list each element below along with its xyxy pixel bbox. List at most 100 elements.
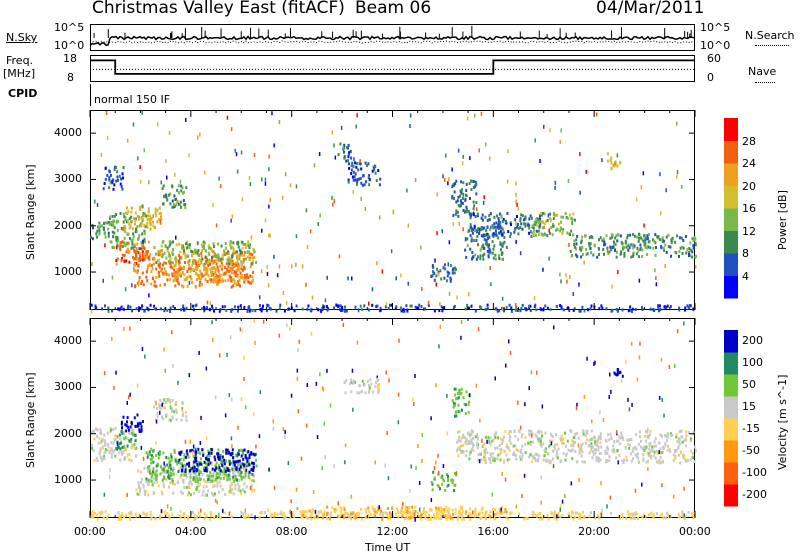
heat-cell	[202, 489, 205, 493]
heat-cell	[371, 303, 374, 307]
heat-cell	[632, 254, 634, 258]
scatter-cell	[436, 231, 438, 236]
heat-cell	[354, 172, 357, 176]
heat-cell	[386, 517, 389, 521]
heat-cell	[477, 243, 479, 247]
heat-cell	[123, 226, 126, 229]
heat-cell	[656, 235, 659, 239]
heat-cell	[500, 243, 503, 247]
heat-cell	[145, 490, 148, 494]
nave-legend-line	[755, 82, 775, 83]
heat-cell	[215, 472, 218, 476]
heat-cell	[104, 510, 107, 514]
heat-cell	[640, 236, 643, 240]
heat-cell	[481, 507, 483, 511]
heat-cell	[368, 510, 371, 514]
heat-cell	[167, 259, 170, 263]
heat-cell	[207, 463, 210, 467]
heat-cell	[487, 254, 490, 258]
heat-cell	[567, 306, 569, 310]
heat-cell	[188, 243, 191, 247]
heat-cell	[476, 433, 479, 437]
heat-cell	[122, 220, 125, 224]
heat-cell	[118, 433, 121, 437]
heat-cell	[470, 429, 473, 433]
scatter-cell	[309, 229, 312, 234]
scatter-cell	[258, 434, 261, 439]
scatter-cell	[683, 513, 685, 518]
heat-cell	[249, 265, 252, 269]
heat-cell	[233, 477, 236, 481]
cpid-marker	[90, 84, 91, 106]
heat-cell	[187, 515, 189, 519]
scatter-cell	[111, 275, 114, 280]
heat-cell	[215, 274, 218, 278]
heat-cell	[468, 229, 471, 232]
heat-cell	[597, 436, 600, 440]
heat-cell	[465, 205, 468, 209]
heat-cell	[403, 517, 406, 521]
heat-cell	[374, 508, 376, 511]
heat-cell	[205, 469, 208, 473]
heat-cell	[360, 176, 362, 180]
heat-cell	[194, 450, 197, 454]
heat-cell	[131, 227, 134, 231]
heat-cell	[379, 177, 382, 181]
heat-cell	[432, 516, 435, 520]
heat-cell	[570, 429, 573, 433]
heat-cell	[181, 406, 184, 410]
heat-cell	[99, 428, 102, 432]
heat-cell	[454, 182, 457, 185]
heat-cell	[171, 261, 174, 265]
heat-cell	[279, 303, 282, 307]
heat-cell	[149, 472, 152, 476]
heat-cell	[631, 449, 634, 453]
heat-cell	[116, 228, 119, 232]
heat-cell	[218, 475, 221, 479]
heat-cell	[149, 303, 152, 307]
heat-cell	[177, 461, 180, 464]
heat-cell	[498, 508, 501, 512]
scatter-cell	[321, 386, 324, 391]
heat-cell	[137, 480, 140, 484]
heat-cell	[179, 265, 182, 269]
heat-cell	[147, 470, 150, 473]
heat-cell	[692, 430, 695, 434]
heat-cell	[445, 279, 448, 283]
heat-cell	[639, 246, 642, 250]
heat-cell	[616, 309, 619, 313]
heat-cell	[488, 214, 491, 217]
heat-cell	[199, 457, 202, 461]
heat-cell	[411, 515, 414, 519]
heat-cell	[372, 390, 375, 394]
heat-cell	[219, 472, 222, 476]
heat-cell	[179, 274, 182, 277]
heat-cell	[581, 252, 584, 256]
heat-cell	[107, 444, 110, 448]
heat-cell	[149, 453, 151, 456]
heat-cell	[514, 308, 517, 312]
heat-cell	[121, 445, 124, 449]
heat-cell	[195, 271, 197, 275]
scatter-cell	[355, 124, 357, 129]
heat-cell	[238, 467, 241, 471]
heat-cell	[531, 432, 534, 436]
heat-cell	[453, 489, 455, 493]
heat-cell	[465, 255, 468, 259]
heat-cell	[634, 446, 637, 449]
heat-cell	[572, 440, 575, 444]
heat-cell	[685, 459, 687, 463]
heat-cell	[215, 280, 218, 284]
heat-cell	[621, 374, 624, 378]
heat-cell	[536, 453, 539, 457]
heat-cell	[360, 508, 363, 511]
heat-cell	[123, 236, 126, 240]
heat-cell	[213, 484, 216, 488]
scatter-cell	[206, 436, 208, 441]
heat-cell	[418, 303, 421, 307]
heat-cell	[179, 267, 182, 271]
heat-cell	[355, 165, 358, 169]
heat-cell	[157, 272, 160, 276]
heat-cell	[453, 271, 456, 275]
heat-cell	[470, 433, 473, 437]
